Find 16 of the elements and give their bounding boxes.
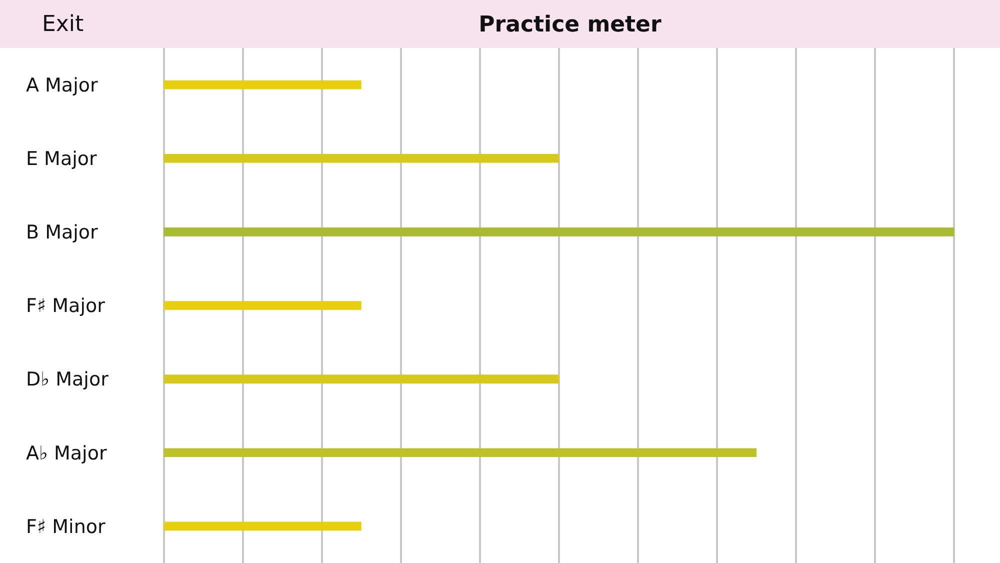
y-tick-label: E Major <box>26 148 97 170</box>
text: Exit <box>42 12 84 37</box>
bar <box>164 154 559 163</box>
bar <box>164 301 362 310</box>
chart-title: Practice meter <box>478 12 662 38</box>
bar <box>164 374 559 384</box>
y-tick-label: A♭ Major <box>26 442 107 464</box>
bar <box>164 228 954 236</box>
bar <box>164 448 757 458</box>
bar <box>164 80 362 90</box>
bar <box>164 522 362 531</box>
y-tick-label: F♯ Major <box>26 295 106 318</box>
y-tick-label: D♭ Major <box>26 368 109 391</box>
y-tick-label: A Major <box>26 74 98 96</box>
y-tick-label: B Major <box>26 222 98 244</box>
y-tick-label: F♯ Minor <box>26 516 106 538</box>
